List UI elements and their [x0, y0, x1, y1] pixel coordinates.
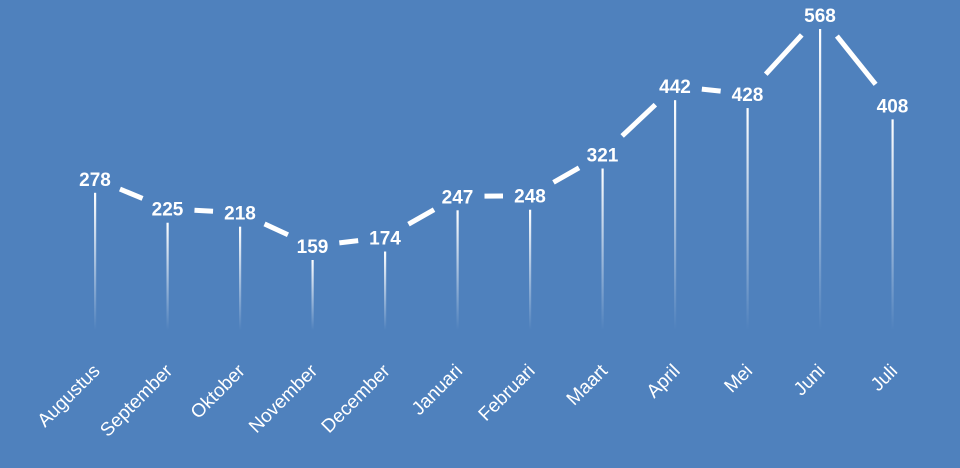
data-labels: 278 225 218 159 174 247 248 321 442 428 568 408: [79, 6, 908, 258]
data-label-juli: 408: [877, 96, 909, 117]
drop-line-december: [384, 251, 387, 330]
drop-lines: [94, 29, 894, 330]
data-label-mei: 428: [732, 85, 764, 106]
data-label-april: 442: [659, 77, 691, 98]
data-label-januari: 247: [442, 187, 474, 208]
line-segment-december-januari: [407, 207, 436, 227]
drop-line-augustus: [94, 192, 97, 330]
drop-line-juni: [819, 29, 822, 330]
drop-line-oktober: [239, 226, 242, 330]
drop-line-januari: [456, 210, 459, 330]
line-segment-augustus-september: [119, 186, 144, 201]
data-label-september: 225: [152, 200, 184, 221]
drop-line-maart: [601, 168, 604, 330]
drop-line-april: [674, 100, 677, 330]
data-label-maart: 321: [587, 146, 619, 167]
drop-line-februari: [529, 209, 532, 330]
line-segment-oktober-november: [263, 221, 290, 237]
line-segment-februari-maart: [552, 165, 581, 185]
drop-line-september: [166, 222, 169, 330]
line-segment-juni-juli: [834, 34, 878, 86]
drop-line-november: [311, 260, 314, 330]
line-segment-mei-juni: [763, 33, 804, 76]
data-label-november: 159: [297, 237, 329, 258]
line-segment-september-oktober: [194, 207, 214, 214]
data-label-augustus: 278: [79, 170, 111, 191]
data-label-oktober: 218: [224, 204, 256, 225]
line-segment-november-december: [339, 238, 359, 246]
line-segment-maart-april: [620, 102, 658, 138]
drop-line-mei: [746, 108, 749, 330]
data-label-juni: 568: [804, 6, 836, 27]
drop-line-juli: [891, 119, 894, 330]
data-label-december: 174: [369, 229, 401, 250]
series-line: [119, 33, 878, 246]
line-segment-april-mei: [701, 86, 721, 94]
data-label-februari: 248: [514, 187, 546, 208]
